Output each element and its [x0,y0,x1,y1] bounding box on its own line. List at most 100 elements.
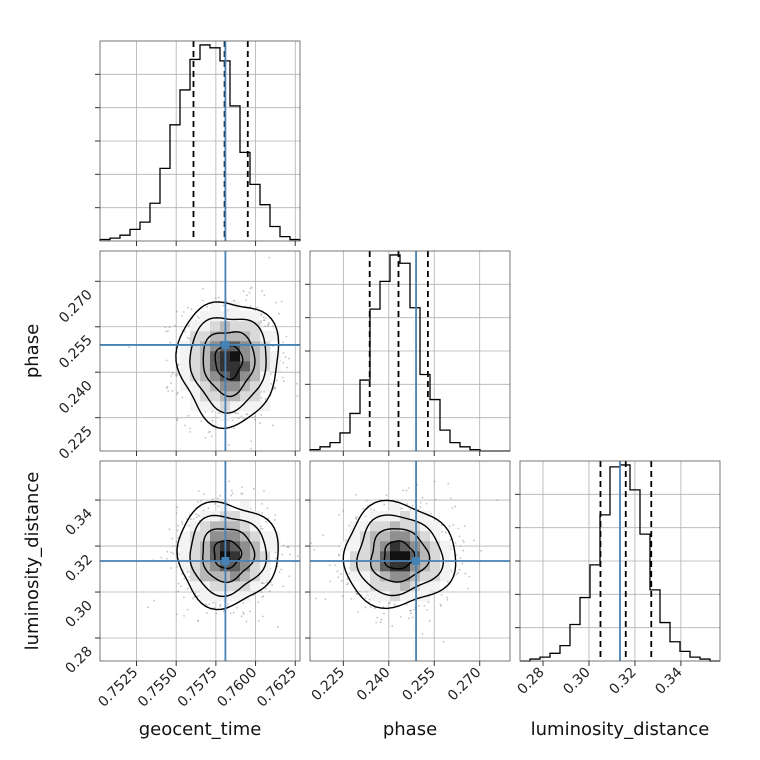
density-bin [230,541,241,552]
sample-point [219,604,222,606]
density-bin [230,311,241,322]
density-bin [400,541,411,552]
sample-point [269,373,272,376]
sample-point [237,412,240,415]
sample-point [346,583,348,586]
density-bin [440,541,451,552]
sample-point [446,580,449,583]
density-bin [230,551,241,562]
density-bin [410,591,421,602]
density-bin [390,501,401,512]
density-bin [380,511,391,522]
sample-point [188,524,191,527]
sample-point [153,599,156,602]
contour-level-0 [383,540,416,570]
sample-point [450,570,453,573]
sample-point [272,424,274,427]
density-bin [200,321,211,332]
sample-point [344,539,347,542]
sample-point [280,568,283,571]
density-bin [230,321,241,332]
sample-point [417,508,420,511]
sample-point [457,572,460,574]
sample-point [240,492,243,495]
sample-point [260,321,262,324]
sample-point [446,598,449,601]
x-tick-label-luminosity_distance-3: 0.34 [652,664,685,697]
truth-marker [412,557,421,565]
density-bin [190,361,201,372]
sample-point [262,615,264,618]
sample-point [262,316,265,319]
panel-frame-1-2 [309,460,511,662]
panel-frame-0-1 [99,250,301,452]
sample-point [275,557,277,560]
sample-point [364,515,367,518]
sample-point [462,541,465,544]
sample-point [172,552,175,555]
sample-point [277,312,280,315]
density-bin [360,571,371,582]
density-bin [420,541,431,552]
sample-point [336,570,339,573]
density-bin [360,581,371,592]
sample-point [171,537,174,540]
density-bin [250,351,261,362]
sample-point [324,598,327,601]
sample-point [419,506,422,509]
density-bin [230,531,241,542]
sample-point [401,507,404,510]
sample-point [242,290,245,293]
density-bin [180,351,191,362]
sample-point [450,568,452,571]
density-bin [190,321,201,332]
sample-point [288,575,291,578]
density-bin [240,371,251,382]
x-tick-label-geocent_time-2: 0.7575 [175,665,221,711]
sample-point [282,544,285,547]
sample-point [440,593,443,596]
sample-point [264,325,267,328]
sample-point [208,603,211,605]
sample-point [454,505,457,508]
sample-point [248,291,251,294]
sample-point [186,306,189,309]
x-tick-label-phase-1: 0.240 [354,665,394,705]
density-bin [400,521,411,532]
density-bin [230,381,241,392]
sample-point [271,584,274,586]
sample-point [232,611,235,614]
density-bin [190,401,201,412]
density-bin [210,391,221,402]
density-bin [180,541,191,552]
sample-point [228,480,231,483]
sample-point [260,314,263,317]
sample-point [452,523,455,526]
density-bin [240,361,251,372]
sample-point [240,486,243,489]
sample-point [261,527,264,530]
density-bin [230,521,241,532]
density-bin [250,391,261,402]
sample-point [186,571,189,574]
density-bin [190,381,201,392]
y-tick-label-phase-0: 0.225 [56,423,96,463]
sample-point [202,299,205,302]
sample-point [455,554,458,556]
density-bin [260,331,271,342]
panel-frame-0-0 [99,40,301,242]
joint-panel-phase-luminosity_distance [310,461,510,661]
sample-point [314,597,317,600]
sample-point [183,577,186,580]
sample-point [222,610,225,613]
sample-point [227,443,230,446]
sample-point [181,314,184,317]
sample-point [428,619,431,622]
sample-point [274,514,277,517]
sample-point [182,596,185,599]
density-bin [380,531,391,542]
density-bin [430,521,441,532]
density-bin [190,521,201,532]
sample-point [444,531,447,534]
sample-point [260,591,263,594]
